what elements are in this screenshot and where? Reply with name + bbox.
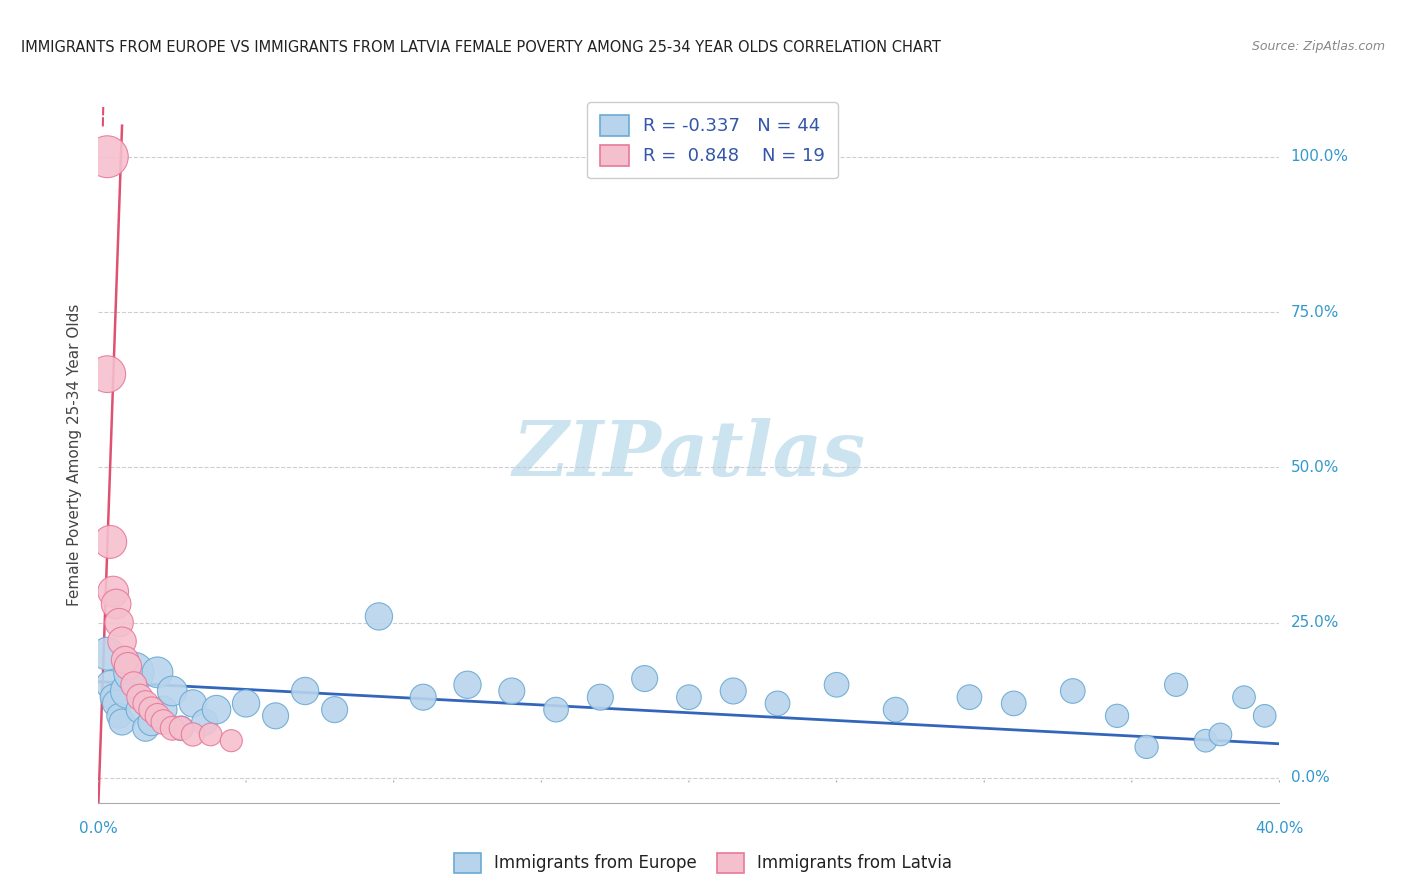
Point bbox=[264, 708, 287, 723]
Text: 100.0%: 100.0% bbox=[1291, 149, 1348, 164]
Point bbox=[170, 721, 193, 735]
Point bbox=[501, 684, 523, 698]
Point bbox=[181, 727, 204, 741]
Point bbox=[114, 653, 136, 667]
Point bbox=[1209, 727, 1232, 741]
Point bbox=[111, 714, 134, 729]
Point bbox=[235, 697, 257, 711]
Y-axis label: Female Poverty Among 25-34 Year Olds: Female Poverty Among 25-34 Year Olds bbox=[67, 304, 83, 606]
Legend: Immigrants from Europe, Immigrants from Latvia: Immigrants from Europe, Immigrants from … bbox=[447, 847, 959, 880]
Point bbox=[546, 703, 568, 717]
Point bbox=[1233, 690, 1256, 705]
Point bbox=[457, 678, 479, 692]
Text: ZIPatlas: ZIPatlas bbox=[512, 418, 866, 491]
Point bbox=[98, 678, 121, 692]
Point bbox=[141, 714, 163, 729]
Point bbox=[368, 609, 391, 624]
Point bbox=[194, 714, 217, 729]
Point bbox=[1195, 733, 1218, 747]
Point bbox=[96, 150, 118, 164]
Point bbox=[589, 690, 612, 705]
Point bbox=[146, 708, 169, 723]
Point bbox=[412, 690, 434, 705]
Point bbox=[1136, 739, 1159, 754]
Point bbox=[105, 697, 128, 711]
Point bbox=[128, 703, 150, 717]
Point bbox=[205, 703, 228, 717]
Point bbox=[1107, 708, 1129, 723]
Point bbox=[162, 721, 183, 735]
Point bbox=[1166, 678, 1188, 692]
Point bbox=[1254, 708, 1277, 723]
Text: 75.0%: 75.0% bbox=[1291, 304, 1339, 319]
Text: 40.0%: 40.0% bbox=[1256, 822, 1303, 837]
Point bbox=[128, 690, 150, 705]
Point bbox=[766, 697, 789, 711]
Point bbox=[181, 697, 204, 711]
Legend: R = -0.337   N = 44, R =  0.848    N = 19: R = -0.337 N = 44, R = 0.848 N = 19 bbox=[588, 103, 838, 178]
Point bbox=[111, 634, 134, 648]
Point bbox=[103, 584, 125, 599]
Point bbox=[634, 672, 657, 686]
Point bbox=[200, 727, 222, 741]
Point bbox=[959, 690, 981, 705]
Text: 0.0%: 0.0% bbox=[1291, 771, 1329, 786]
Point bbox=[723, 684, 745, 698]
Point bbox=[141, 703, 163, 717]
Point bbox=[135, 721, 157, 735]
Point bbox=[170, 721, 193, 735]
Point bbox=[103, 690, 125, 705]
Point bbox=[825, 678, 848, 692]
Point bbox=[117, 659, 139, 673]
Point bbox=[162, 684, 183, 698]
Text: 25.0%: 25.0% bbox=[1291, 615, 1339, 630]
Point bbox=[96, 647, 118, 661]
Point bbox=[294, 684, 316, 698]
Text: 50.0%: 50.0% bbox=[1291, 460, 1339, 475]
Point bbox=[146, 665, 169, 680]
Point bbox=[135, 697, 157, 711]
Point bbox=[678, 690, 700, 705]
Point bbox=[105, 597, 128, 611]
Point bbox=[96, 367, 118, 381]
Point bbox=[884, 703, 907, 717]
Point bbox=[1002, 697, 1025, 711]
Point bbox=[1062, 684, 1084, 698]
Point bbox=[117, 684, 139, 698]
Point bbox=[122, 678, 145, 692]
Point bbox=[108, 615, 131, 630]
Point bbox=[152, 703, 174, 717]
Point bbox=[152, 714, 174, 729]
Point bbox=[98, 534, 121, 549]
Text: Source: ZipAtlas.com: Source: ZipAtlas.com bbox=[1251, 40, 1385, 54]
Point bbox=[221, 733, 243, 747]
Point bbox=[122, 665, 145, 680]
Point bbox=[108, 708, 131, 723]
Text: 0.0%: 0.0% bbox=[79, 822, 118, 837]
Text: IMMIGRANTS FROM EUROPE VS IMMIGRANTS FROM LATVIA FEMALE POVERTY AMONG 25-34 YEAR: IMMIGRANTS FROM EUROPE VS IMMIGRANTS FRO… bbox=[21, 40, 941, 55]
Point bbox=[323, 703, 346, 717]
